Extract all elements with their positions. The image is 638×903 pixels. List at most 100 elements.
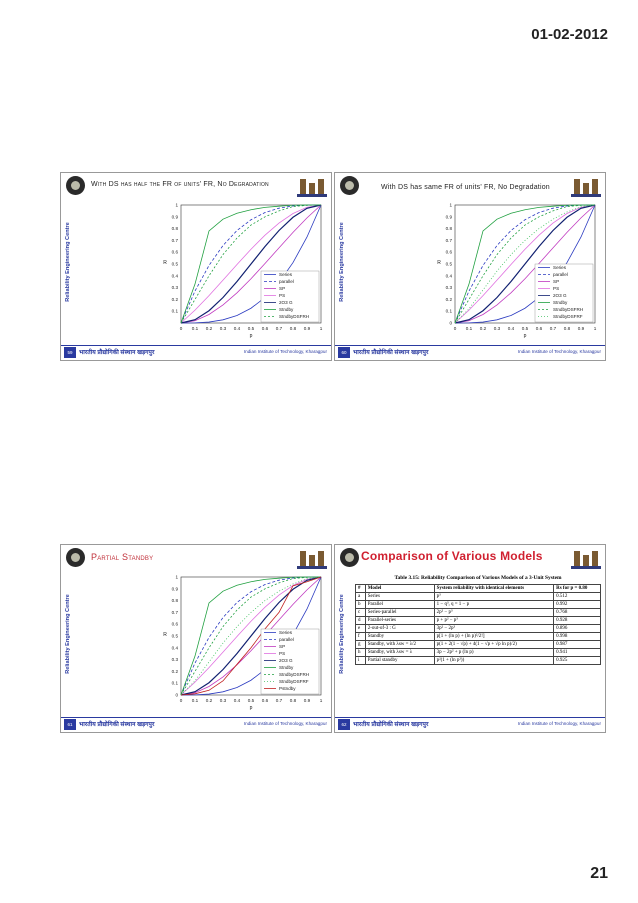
legend-box <box>534 263 594 323</box>
legend-label: SP <box>553 279 559 284</box>
table-cell: i <box>355 656 366 665</box>
y-tick-label: 0.4 <box>446 273 453 278</box>
legend-label: parallel <box>279 279 294 284</box>
footer-hindi: भारतीय प्रौद्योगिकी संस्थान खड़गपुर <box>79 722 155 728</box>
y-tick-label: 0.8 <box>172 226 179 231</box>
slide-footer: 62 भारतीय प्रौद्योगिकी संस्थान खड़गपुर I… <box>335 717 605 732</box>
y-tick-label: 0.1 <box>172 309 179 314</box>
x-tick-label: 0.9 <box>304 326 311 331</box>
x-tick-label: 0.8 <box>290 698 297 703</box>
table-cell: 3p − 2p² + p (ln p) <box>433 648 555 657</box>
x-tick-label: 0.6 <box>262 698 269 703</box>
table-cell: Series <box>364 592 435 601</box>
x-tick-label: 0.5 <box>248 326 255 331</box>
iit-logo-icon <box>66 176 85 195</box>
y-tick-label: 1 <box>449 203 452 208</box>
legend-label: Series <box>279 630 293 635</box>
y-axis-label: R <box>163 260 167 266</box>
x-tick-label: 1 <box>320 698 323 703</box>
series-line <box>180 576 322 696</box>
x-tick-label: 0.3 <box>494 326 501 331</box>
table-cell: 0.925 <box>553 656 601 665</box>
side-label: Reliability Engineering Centre <box>339 594 345 674</box>
table-row: f Standby p[1 + (ln p) + (ln p)²/2!] 0.998 <box>355 632 601 641</box>
table-row: i Partial standby p²(1 + (ln p²)) 0.925 <box>355 656 601 665</box>
table-cell: 0.987 <box>553 640 601 649</box>
x-tick-label: 0.5 <box>522 326 529 331</box>
x-tick-label: 1 <box>320 326 323 331</box>
series-line <box>454 204 596 324</box>
legend-label: StndbyDSFRH <box>279 314 309 319</box>
y-tick-label: 1 <box>175 203 178 208</box>
legend-box <box>260 270 320 323</box>
legend-label: Stndby <box>553 300 568 305</box>
legend-label: PS <box>553 286 559 291</box>
x-tick-label: 0.3 <box>220 698 227 703</box>
x-tick-label: 0.6 <box>536 326 543 331</box>
legend-label: PS <box>279 293 285 298</box>
y-tick-label: 0.7 <box>172 610 179 615</box>
table-row: e 2-out-of-3 : G 3p² − 2p³ 0.896 <box>355 624 601 633</box>
slide-footer: 61 भारतीय प्रौद्योगिकी संस्थान खड़गपुर I… <box>61 717 331 732</box>
footer-hindi: भारतीय प्रौद्योगिकी संस्थान खड़गपुर <box>353 350 429 356</box>
legend-label: StndbyDSFRH <box>279 672 309 677</box>
y-tick-label: 0.9 <box>446 214 453 219</box>
x-tick-label: 0.4 <box>234 698 241 703</box>
x-tick-label: 0.4 <box>234 326 241 331</box>
y-tick-label: 0.6 <box>446 250 453 255</box>
table-cell: 2p² − p³ <box>433 608 555 617</box>
legend-label: SP <box>279 286 285 291</box>
slide-number: 61 <box>64 719 76 730</box>
table-cell: d <box>355 616 366 625</box>
slide-title: With DS has same FR of units' FR, No Deg… <box>381 184 550 191</box>
legend-label: StndbyDSFRF <box>279 679 309 684</box>
y-tick-label: 0.5 <box>172 634 179 639</box>
table-cell: 2-out-of-3 : G <box>364 624 435 633</box>
legend-label: Stndby <box>279 665 294 670</box>
table-cell: 0.768 <box>553 608 601 617</box>
table-cell: p[1 + (ln p) + (ln p)²/2!] <box>433 632 555 641</box>
header-cell: Rs for p = 0.80 <box>553 584 601 593</box>
legend-label: StndbyDSFRH <box>553 307 583 312</box>
y-axis-label: R <box>163 632 167 638</box>
table-cell: 1 − q³, q = 1 − p <box>433 600 555 609</box>
table-cell: Parallel <box>364 600 435 609</box>
slide-title: With DS has half the FR of units' FR, No… <box>91 181 269 188</box>
x-tick-label: 0.7 <box>276 326 283 331</box>
header-cell: # <box>355 584 366 593</box>
table-cell: g <box>355 640 366 649</box>
x-tick-label: 0.1 <box>192 698 199 703</box>
x-tick-label: 0.7 <box>550 326 557 331</box>
y-tick-label: 0.7 <box>446 238 453 243</box>
chart-3: 0 0.1 0.2 0.3 0.4 0.5 0.6 0.7 0.8 0.9 1 0 0.1 0.2 0.3 0… <box>81 571 329 717</box>
side-label: Reliability Engineering Centre <box>65 594 71 674</box>
table-cell: 0.992 <box>553 600 601 609</box>
y-tick-label: 1 <box>175 575 178 580</box>
slide-2: With DS has same FR of units' FR, No Deg… <box>334 172 606 361</box>
table-cell: Partial standby <box>364 656 435 665</box>
series-line <box>180 576 322 696</box>
x-tick-label: 0.7 <box>276 698 283 703</box>
table-cell: Parallel-series <box>364 616 435 625</box>
series-line <box>454 204 596 324</box>
series-line <box>180 204 322 324</box>
y-tick-label: 0.2 <box>446 297 453 302</box>
series-line <box>454 204 596 324</box>
x-tick-label: 0.2 <box>480 326 487 331</box>
x-tick-label: 0.8 <box>564 326 571 331</box>
slide-header: With DS has same FR of units' FR, No Deg… <box>335 173 605 199</box>
slide-number: 59 <box>64 347 76 358</box>
x-tick-label: 0.9 <box>578 326 585 331</box>
x-axis-label: p <box>250 333 253 339</box>
chart-2: 0 0.1 0.2 0.3 0.4 0.5 0.6 0.7 0.8 0.9 1 0 0.1 0.2 0.3 0… <box>355 199 603 345</box>
table-row: d Parallel-series p + p² − p³ 0.928 <box>355 616 601 625</box>
iit-logo-icon <box>66 548 85 567</box>
table-cell: h <box>355 648 366 657</box>
footer-institute: Indian Institute of Technology, Kharagpu… <box>243 721 327 726</box>
series-line <box>180 576 322 696</box>
y-tick-label: 0.9 <box>172 214 179 219</box>
x-tick-label: 0.6 <box>262 326 269 331</box>
footer-hindi: भारतीय प्रौद्योगिकी संस्थान खड़गपुर <box>353 722 429 728</box>
series-line <box>454 204 595 324</box>
series-line <box>454 204 596 324</box>
